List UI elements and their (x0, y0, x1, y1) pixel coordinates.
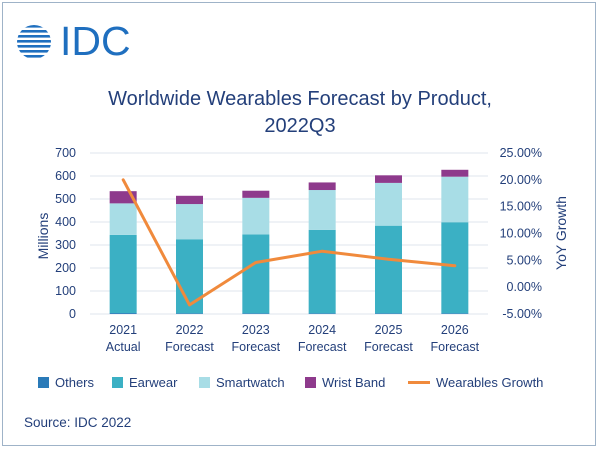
legend-item-others: Others (38, 373, 94, 391)
y-tick-label: 0 (69, 307, 76, 321)
legend-item-smartwatch: Smartwatch (199, 373, 285, 391)
legend-line-growth (408, 380, 430, 384)
chart-title-line-2: 2022Q3 (264, 115, 336, 137)
bar-segment-smartwatch (375, 182, 402, 226)
bar-segment-others (109, 313, 137, 314)
globe-icon (17, 25, 51, 58)
legend-label-smartwatch: Smartwatch (216, 374, 285, 390)
bar-segment-wrist-band (375, 175, 402, 183)
bar-segment-wrist-band (242, 190, 270, 198)
bar-segment-others (308, 313, 336, 314)
y2-tick-label: 0.00% (507, 280, 542, 294)
x-tick-label: 2025 Forecast (364, 323, 413, 354)
legend-label-wrist-band: Wrist Band (322, 374, 386, 390)
source-note: Source: IDC 2022 (24, 415, 132, 430)
bar-segment-smartwatch (441, 176, 469, 223)
y-tick-label: 700 (55, 146, 76, 160)
bar-segment-earwear (308, 229, 336, 314)
left-axis-ticks: 0 100 200 300 400 500 600 700 (55, 146, 76, 321)
chart-title: Worldwide Wearables Forecast by Product,… (0, 86, 600, 140)
y-axis-title: Millions (35, 213, 51, 260)
y2-tick-label: 5.00% (507, 253, 542, 267)
y2-axis-title: YoY Growth (553, 196, 569, 270)
legend-swatch-smartwatch (199, 376, 210, 388)
bars (109, 169, 469, 314)
y2-tick-label: -5.00% (502, 307, 542, 321)
bar-segment-earwear (242, 234, 270, 314)
growth-line (121, 178, 457, 307)
y-tick-label: 600 (55, 169, 76, 183)
bar-segment-earwear (375, 225, 402, 314)
y2-tick-label: 15.00% (500, 200, 542, 214)
y-tick-label: 500 (55, 192, 76, 206)
y-tick-label: 300 (55, 238, 76, 252)
chart-title-line-1: Worldwide Wearables Forecast by Product, (108, 88, 492, 110)
bar-segment-others (242, 313, 270, 314)
right-axis-ticks: -5.00% 0.00% 5.00% 10.00% 15.00% 20.00% 25.00% (500, 146, 542, 321)
bar-segment-smartwatch (109, 203, 137, 235)
legend-item-earwear: Earwear (112, 373, 177, 391)
y2-tick-label: 25.00% (500, 146, 542, 160)
legend-swatch-others (38, 376, 49, 388)
bar-segment-others (176, 313, 203, 314)
y-tick-label: 200 (55, 261, 76, 275)
x-tick-label: 2026 Forecast (431, 323, 480, 354)
bar-segment-wrist-band (176, 195, 203, 205)
legend-label-earwear: Earwear (129, 374, 178, 390)
legend-swatch-wrist-band (305, 376, 316, 388)
logo-text: IDC (60, 18, 131, 64)
bar-segment-others (441, 313, 469, 314)
y2-tick-label: 10.00% (500, 227, 542, 241)
x-tick-label: 2022 Forecast (165, 323, 214, 354)
grid-lines (90, 152, 488, 315)
growth-line-layer (121, 178, 457, 307)
bar-segment-wrist-band (308, 182, 336, 191)
legend-swatch-earwear (112, 376, 123, 388)
y-tick-label: 400 (55, 215, 76, 229)
x-tick-label: 2024 Forecast (298, 323, 347, 354)
legend-label-others: Others (55, 374, 95, 390)
bar-segment-earwear (109, 234, 137, 314)
legend-item-wrist-band: Wrist Band (305, 373, 385, 391)
legend-item-growth: Wearables Growth (408, 373, 543, 391)
idc-logo: IDC (14, 18, 144, 64)
bar-segment-smartwatch (242, 197, 270, 235)
bar-segment-wrist-band (441, 169, 469, 177)
x-axis-ticks: 2021 Actual 2022 Forecast 2023 Forecast 2024 Fo… (106, 323, 480, 354)
bar-segment-others (375, 313, 402, 314)
legend: Others Earwear Smartwatch Wrist Band Wea… (38, 373, 578, 391)
bar-segment-earwear (441, 222, 469, 314)
x-tick-label: 2021 Actual (106, 323, 141, 354)
bar-segment-smartwatch (176, 204, 203, 240)
y-tick-label: 100 (55, 284, 76, 298)
bar-segment-smartwatch (308, 190, 336, 230)
bar-segment-earwear (176, 239, 203, 314)
x-tick-label: 2023 Forecast (232, 323, 281, 354)
legend-label-growth: Wearables Growth (436, 374, 544, 390)
chart-frame (2, 2, 596, 446)
y2-tick-label: 20.00% (500, 173, 542, 187)
